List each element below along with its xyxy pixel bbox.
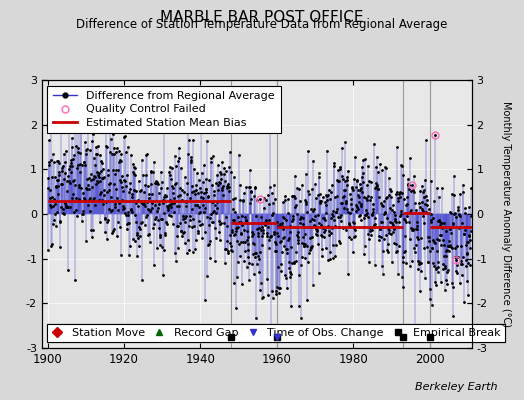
Legend: Station Move, Record Gap, Time of Obs. Change, Empirical Break: Station Move, Record Gap, Time of Obs. C… [48, 324, 505, 342]
Y-axis label: Monthly Temperature Anomaly Difference (°C): Monthly Temperature Anomaly Difference (… [501, 101, 511, 327]
Text: Difference of Station Temperature Data from Regional Average: Difference of Station Temperature Data f… [77, 18, 447, 31]
Text: MARBLE BAR POST OFFICE: MARBLE BAR POST OFFICE [160, 10, 364, 25]
Text: Berkeley Earth: Berkeley Earth [416, 382, 498, 392]
